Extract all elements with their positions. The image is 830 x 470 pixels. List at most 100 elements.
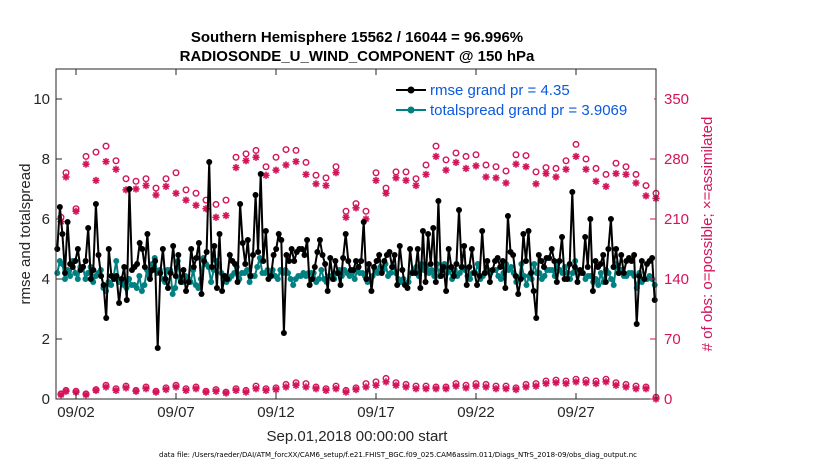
obs-assimilated-marker-stroke xyxy=(402,383,410,391)
rmse-point xyxy=(363,276,370,282)
rmse-point xyxy=(618,252,625,258)
obs-assimilated-marker xyxy=(302,383,310,391)
rmse-point xyxy=(255,249,262,255)
rmse-point xyxy=(574,279,581,285)
obs-assimilated-marker-stroke xyxy=(152,388,160,396)
rmse-point xyxy=(123,297,130,303)
rmse-point xyxy=(522,258,529,264)
obs-possible-marker xyxy=(532,168,540,176)
obs-assimilated-marker xyxy=(182,196,190,204)
obs-assimilated-marker xyxy=(252,385,260,393)
obs-possible-marker xyxy=(142,175,150,183)
obs-assimilated-marker xyxy=(552,173,560,181)
obs-assimilated-marker-stroke xyxy=(172,383,180,391)
rmse-point xyxy=(332,258,339,264)
rmse-point xyxy=(87,276,94,282)
totalspread-point xyxy=(508,264,515,270)
obs-assimilated-marker-stroke xyxy=(622,171,630,178)
plot-background xyxy=(56,69,656,399)
totalspread-point xyxy=(608,276,615,282)
obs-assimilated-marker-stroke xyxy=(462,165,470,172)
obs-assimilated-marker xyxy=(262,171,270,179)
obs-assimilated-marker xyxy=(282,161,290,169)
obs-possible-marker xyxy=(462,152,470,160)
rmse-point xyxy=(319,252,326,258)
rmse-point xyxy=(371,264,378,270)
obs-possible-marker xyxy=(592,164,600,172)
rmse-point xyxy=(365,261,372,267)
totalspread-point xyxy=(208,279,215,285)
obs-assimilated-marker-stroke xyxy=(532,180,540,188)
rmse-point xyxy=(453,261,460,267)
obs-assimilated-marker-stroke xyxy=(92,177,100,184)
obs-assimilated-marker xyxy=(392,381,400,389)
rmse-point xyxy=(260,258,267,264)
rmse-point xyxy=(528,270,535,276)
obs-assimilated-marker-stroke xyxy=(332,385,340,392)
obs-assimilated-marker-stroke xyxy=(472,382,480,390)
rmse-point xyxy=(126,186,133,192)
obs-assimilated-marker xyxy=(452,382,460,390)
obs-assimilated-marker-stroke xyxy=(272,386,280,393)
obs-assimilated-marker xyxy=(422,170,430,179)
rmse-point xyxy=(610,264,617,270)
obs-assimilated-marker-stroke xyxy=(102,383,110,391)
obs-assimilated-marker xyxy=(472,382,480,390)
rmse-point xyxy=(180,267,187,273)
rmse-point xyxy=(306,282,313,288)
obs-assimilated-marker xyxy=(312,180,320,188)
obs-assimilated-marker-stroke xyxy=(562,166,570,173)
rmse-point xyxy=(510,252,517,258)
rmse-point xyxy=(288,246,295,252)
rmse-point xyxy=(322,261,329,267)
obs-possible-marker xyxy=(552,164,560,172)
rmse-point xyxy=(59,231,66,237)
obs-assimilated-marker xyxy=(172,383,180,391)
chart-title: Southern Hemisphere 15562 / 16044 = 96.9… xyxy=(191,29,523,46)
obs-assimilated-marker-stroke xyxy=(422,385,430,392)
obs-assimilated-marker-stroke xyxy=(122,384,130,392)
rmse-point xyxy=(631,252,638,258)
obs-assimilated-marker xyxy=(252,153,260,161)
y-tick-label: 2 xyxy=(42,331,50,348)
y2-axis-label: # of obs: o=possible; ×=assimilated xyxy=(699,117,716,352)
rmse-point xyxy=(353,258,359,264)
rmse-point xyxy=(283,252,290,258)
rmse-point xyxy=(443,288,450,294)
rmse-point xyxy=(92,201,99,207)
obs-assimilated-marker-stroke xyxy=(72,388,80,396)
obs-assimilated-marker xyxy=(602,182,610,191)
legend-box xyxy=(392,77,654,121)
rmse-point xyxy=(80,264,87,270)
rmse-point xyxy=(582,234,589,240)
rmse-point xyxy=(144,231,151,237)
rmse-point xyxy=(417,285,424,291)
obs-assimilated-marker-stroke xyxy=(382,190,390,197)
rmse-point xyxy=(188,246,195,252)
rmse-point xyxy=(252,192,259,198)
obs-possible-marker xyxy=(162,175,170,183)
totalspread-point xyxy=(61,276,68,282)
obs-assimilated-marker xyxy=(392,174,400,182)
rmse-point xyxy=(450,273,457,279)
obs-assimilated-marker-stroke xyxy=(572,153,580,160)
obs-possible-marker xyxy=(472,151,480,159)
y2-tick-label: 140 xyxy=(664,271,689,288)
rmse-point xyxy=(525,228,532,234)
rmse-point xyxy=(340,255,347,261)
obs-assimilated-marker xyxy=(412,181,420,190)
rmse-point xyxy=(399,267,406,273)
rmse-point xyxy=(468,246,475,252)
rmse-point xyxy=(314,249,321,255)
obs-assimilated-marker-stroke xyxy=(592,380,600,387)
rmse-point xyxy=(389,264,396,270)
rmse-point xyxy=(316,237,323,243)
rmse-point xyxy=(304,237,311,243)
rmse-point xyxy=(517,276,524,282)
obs-assimilated-marker xyxy=(82,160,90,168)
obs-assimilated-marker-stroke xyxy=(112,387,120,394)
obs-assimilated-marker-stroke xyxy=(472,162,480,170)
obs-assimilated-marker-stroke xyxy=(132,185,140,193)
obs-assimilated-marker xyxy=(452,158,460,167)
totalspread-point xyxy=(113,258,120,264)
